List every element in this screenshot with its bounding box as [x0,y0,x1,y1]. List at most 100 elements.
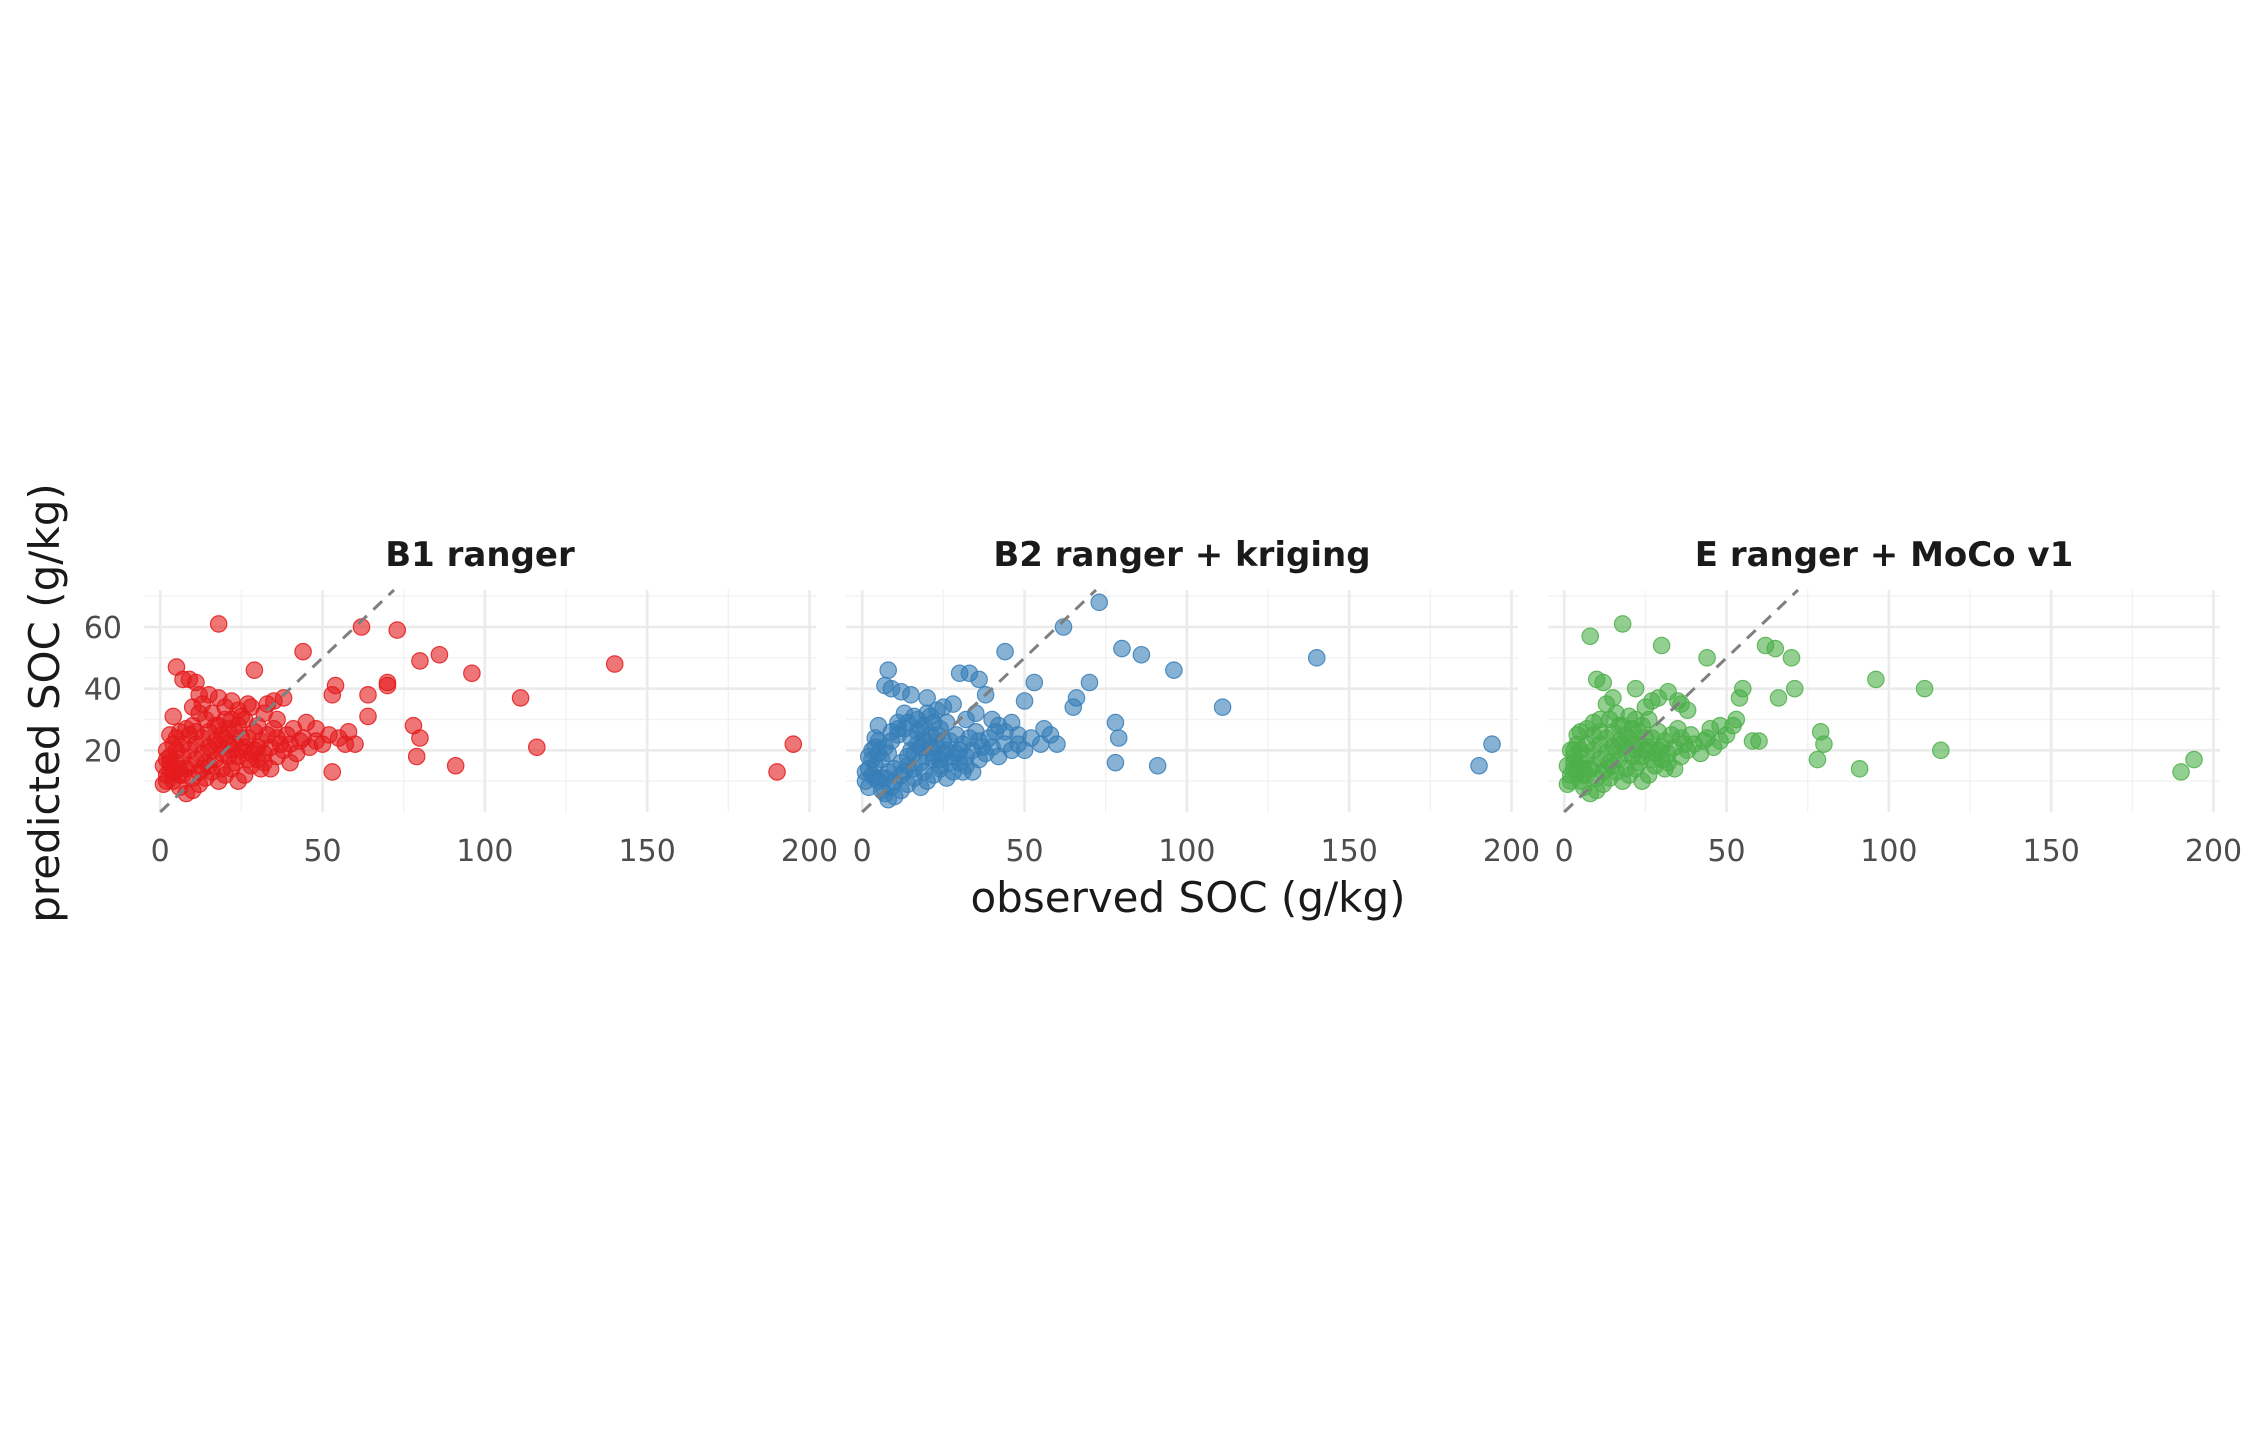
x-tick-label: 150 [619,834,676,869]
data-point [1109,729,1128,747]
data-point [1617,760,1635,778]
x-tick-label: 0 [853,834,872,869]
x-tick-label: 100 [1158,834,1215,869]
panel-title: B2 ranger + kriging [993,535,1370,575]
data-point [1213,698,1232,716]
data-point [430,645,449,664]
data-point [326,676,345,695]
data-point [1307,649,1326,667]
data-point [1568,735,1587,753]
data-point [1652,636,1671,655]
data-point [869,732,888,750]
data-point [528,738,546,757]
data-point [1811,723,1830,741]
data-point [947,744,966,763]
data-point [1025,673,1044,692]
data-point [268,729,286,747]
data-point [605,655,624,673]
x-tick-label: 200 [1483,834,1540,869]
data-point [339,723,358,741]
data-point [359,707,377,726]
data-point [245,661,264,679]
data-point [1015,741,1034,760]
data-point [937,713,956,732]
data-point [1613,615,1632,633]
data-point [1649,741,1668,760]
x-tick-label: 50 [303,834,341,869]
data-point [511,689,530,707]
data-point [1048,735,1066,753]
data-point [164,763,183,781]
y-tick-label: 40 [84,673,122,708]
data-point [970,732,988,750]
data-point [1113,639,1131,658]
data-point [359,686,377,704]
x-tick-label: 200 [781,834,838,869]
data-point [768,763,786,781]
data-point [915,763,933,781]
identity-reference-line [159,588,396,814]
data-point [323,763,342,781]
y-tick-label: 20 [84,734,122,769]
data-point [954,763,972,781]
data-point [284,719,303,738]
data-point [378,673,397,692]
data-point [1698,649,1716,667]
data-point [1649,689,1668,707]
data-point [235,710,254,729]
data-point [1597,760,1616,778]
identity-reference-line [1563,588,1800,814]
data-point [866,769,885,787]
y-tick-label: 60 [84,611,122,646]
point-group [154,615,803,803]
data-point [1808,750,1827,769]
data-point [1867,670,1885,689]
x-tick-label: 100 [1860,834,1917,869]
data-point [407,747,426,766]
data-point [1470,756,1488,775]
data-point [2172,763,2190,781]
data-point [313,735,332,753]
data-point [1782,649,1801,667]
data-point [1148,756,1167,775]
x-axis-title: observed SOC (g/kg) [970,873,1405,922]
data-point [190,686,208,704]
data-point [1932,741,1950,760]
panel-title: B1 ranger [385,535,575,575]
x-tick-label: 200 [2185,834,2242,869]
data-point [1106,753,1125,772]
data-point [446,756,465,775]
data-point [1769,689,1788,707]
data-point [164,707,183,726]
data-point [1915,679,1934,698]
data-point [252,760,270,778]
data-point [882,778,901,797]
data-point [879,661,898,679]
data-point [245,741,264,760]
y-axis-title: predicted SOC (g/kg) [20,483,69,923]
facet-panel-1: B1 ranger 0 50 100 150 200 20 40 60 [84,535,838,869]
data-point [1730,689,1749,707]
x-tick-label: 150 [2023,834,2080,869]
data-point [902,686,920,704]
data-point [1750,732,1768,750]
data-point [1090,593,1109,612]
data-point [1106,713,1125,732]
data-point [411,652,429,670]
data-point [1594,673,1612,692]
data-point [1574,760,1593,778]
data-point [996,642,1014,661]
facet-panel-3: E ranger + MoCo v1 0 50 100 150 200 [1548,535,2242,869]
data-point [1067,689,1086,707]
data-point [1766,639,1785,658]
data-point [1581,627,1600,646]
data-point [784,735,803,753]
data-point [463,664,481,683]
data-point [1080,673,1099,692]
panel-title: E ranger + MoCo v1 [1695,535,2073,575]
data-point [1015,692,1034,710]
x-tick-label: 50 [1707,834,1745,869]
data-point [1483,735,1501,753]
data-point [1591,723,1609,741]
data-point [1165,661,1183,679]
